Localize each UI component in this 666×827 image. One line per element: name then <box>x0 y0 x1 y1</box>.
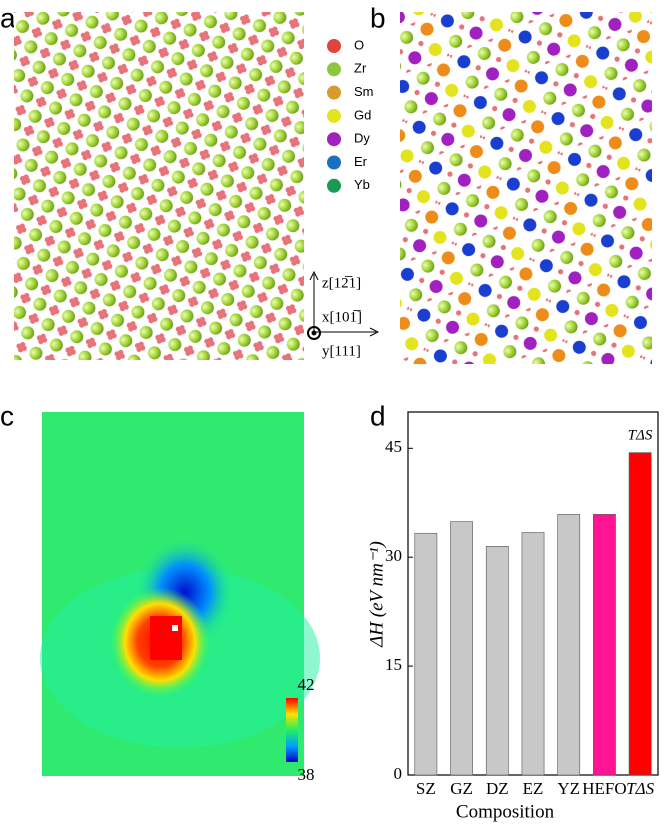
axis-label: z[12̅1] <box>322 275 361 291</box>
bar <box>557 514 581 776</box>
legend-swatch <box>327 62 341 77</box>
bar <box>593 514 616 776</box>
bar <box>485 546 509 776</box>
legend-label: Sm <box>354 84 374 99</box>
x-tick-label: EZ <box>523 779 544 798</box>
x-tick-label: YZ <box>557 779 580 798</box>
colorbar <box>286 698 298 762</box>
bar <box>628 452 652 776</box>
x-tick-label: SZ <box>416 779 436 798</box>
legend-label: O <box>354 37 364 52</box>
legend-swatch <box>327 108 341 123</box>
legend-swatch <box>327 132 341 147</box>
colorbar-label: 38 <box>298 765 315 784</box>
legend-swatch <box>327 178 341 193</box>
x-axis-label: Composition <box>456 801 555 822</box>
lattice-image-a <box>14 12 304 360</box>
legend-label: Dy <box>354 131 370 146</box>
y-tick-label: 15 <box>385 655 402 674</box>
legend-label: Yb <box>354 177 370 192</box>
axis-label: y[111] <box>322 343 361 359</box>
heatmap <box>40 412 320 776</box>
legend: O Zr Sm Gd Dy Er Yb <box>327 37 374 193</box>
annotation: TΔS <box>628 427 653 443</box>
panel-label: d <box>370 400 386 431</box>
legend-label: Zr <box>354 61 367 76</box>
legend-swatch <box>327 155 341 170</box>
bar <box>521 532 545 776</box>
axis-triad <box>307 270 380 340</box>
y-axis-label: ΔH (eV nm⁻¹) <box>366 541 387 648</box>
panel-label: c <box>0 400 14 431</box>
x-tick-label: HEFO <box>582 779 626 798</box>
y-tick-label: 0 <box>394 764 403 783</box>
y-tick-label: 45 <box>385 437 402 456</box>
bar <box>414 532 438 776</box>
legend-label: Gd <box>354 107 371 122</box>
y-tick-label: 30 <box>385 546 402 565</box>
panel-label: a <box>0 2 16 33</box>
axis-label: x[101̅] <box>322 309 362 325</box>
panel-label: b <box>370 2 386 33</box>
legend-swatch <box>327 85 341 100</box>
legend-swatch <box>327 39 341 53</box>
x-tick-label: DZ <box>486 779 509 798</box>
x-tick-label: GZ <box>450 779 473 798</box>
legend-label: Er <box>354 154 368 169</box>
x-tick-label: TΔS <box>626 779 654 798</box>
colorbar-label: 42 <box>298 675 315 694</box>
lattice-image-b <box>400 12 652 364</box>
bar <box>450 521 473 776</box>
